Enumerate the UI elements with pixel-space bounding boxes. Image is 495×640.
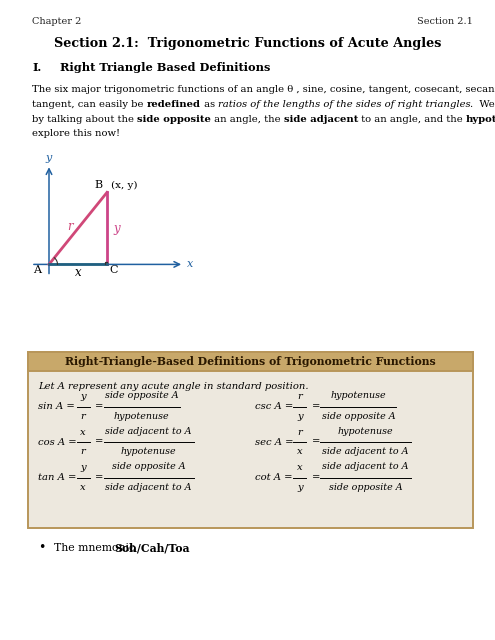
Text: r: r [67, 220, 73, 233]
Text: side opposite: side opposite [137, 115, 211, 124]
Text: r: r [81, 412, 85, 420]
Text: side opposite A: side opposite A [322, 412, 396, 421]
Text: B: B [95, 180, 103, 190]
Text: cot A =: cot A = [255, 473, 296, 482]
Text: sec A =: sec A = [255, 438, 297, 447]
Text: to an angle, and the: to an angle, and the [358, 115, 466, 124]
Text: as: as [200, 100, 218, 109]
Text: Let A represent any acute angle in standard position.: Let A represent any acute angle in stand… [38, 382, 308, 391]
Text: =: = [311, 473, 320, 482]
Text: by talking about the: by talking about the [32, 115, 137, 124]
Text: Soh/Cah/Toa: Soh/Cah/Toa [114, 543, 190, 554]
Text: hypotenuse: hypotenuse [121, 447, 177, 456]
Text: r: r [297, 392, 302, 401]
Bar [28, 352, 473, 371]
Text: •: • [38, 541, 46, 554]
Text: =: = [311, 438, 320, 447]
Text: =: = [95, 473, 103, 482]
Text: x: x [75, 266, 81, 279]
Text: Right Triangle Based Definitions: Right Triangle Based Definitions [60, 62, 270, 73]
Text: side opposite A: side opposite A [112, 462, 186, 471]
Text: side adjacent to A: side adjacent to A [322, 447, 409, 456]
Text: =: = [311, 402, 320, 411]
Text: y: y [80, 463, 86, 472]
Text: Section 2.1: Section 2.1 [417, 17, 473, 26]
Text: explore this now!: explore this now! [32, 129, 120, 138]
Text: x: x [297, 463, 303, 472]
Text: x: x [187, 259, 193, 269]
Text: y: y [297, 412, 303, 420]
Text: side adjacent: side adjacent [284, 115, 358, 124]
Text: an angle, the: an angle, the [211, 115, 284, 124]
Text: Right-Triangle-Based Definitions of Trigonometric Functions: Right-Triangle-Based Definitions of Trig… [65, 356, 436, 367]
Text: side adjacent to A: side adjacent to A [105, 427, 192, 436]
Text: (x, y): (x, y) [111, 181, 138, 190]
Text: y: y [46, 154, 51, 163]
Text: .  We can do this: . We can do this [471, 100, 495, 109]
Text: r: r [297, 428, 302, 437]
Text: =: = [95, 402, 103, 411]
Text: hypotenuse: hypotenuse [114, 412, 169, 421]
Text: y: y [113, 222, 120, 235]
Text: hypotenuse: hypotenuse [338, 427, 394, 436]
Text: hypotenuse: hypotenuse [331, 391, 386, 400]
Text: Section 2.1:  Trigonometric Functions of Acute Angles: Section 2.1: Trigonometric Functions of … [54, 37, 441, 50]
Text: side opposite A: side opposite A [104, 391, 178, 400]
Text: x: x [297, 447, 303, 456]
Text: I.: I. [32, 62, 41, 73]
Text: side adjacent to A: side adjacent to A [322, 462, 409, 471]
Text: y: y [80, 392, 86, 401]
Text: The six major trigonometric functions of an angle θ , sine, cosine, tangent, cos: The six major trigonometric functions of… [32, 85, 495, 94]
FancyBboxPatch shape [28, 352, 473, 528]
Text: The mnemonic: The mnemonic [54, 543, 139, 553]
Text: csc A =: csc A = [255, 402, 297, 411]
Text: Chapter 2: Chapter 2 [32, 17, 81, 26]
Text: x: x [80, 483, 86, 492]
Text: side opposite A: side opposite A [329, 483, 402, 492]
Text: A: A [33, 266, 41, 275]
Text: side adjacent to A: side adjacent to A [105, 483, 192, 492]
Text: C: C [109, 266, 117, 275]
Text: =: = [95, 438, 103, 447]
Text: sin A =: sin A = [38, 402, 78, 411]
Text: r: r [81, 447, 85, 456]
Text: y: y [297, 483, 303, 492]
Text: cos A =: cos A = [38, 438, 80, 447]
Text: redefined: redefined [147, 100, 200, 109]
Text: tan A =: tan A = [38, 473, 80, 482]
Text: tangent, can easily be: tangent, can easily be [32, 100, 147, 109]
Text: ratios of the lengths of the sides of right triangles: ratios of the lengths of the sides of ri… [218, 100, 471, 109]
Text: x: x [80, 428, 86, 437]
Text: hypotenuse: hypotenuse [466, 115, 495, 124]
